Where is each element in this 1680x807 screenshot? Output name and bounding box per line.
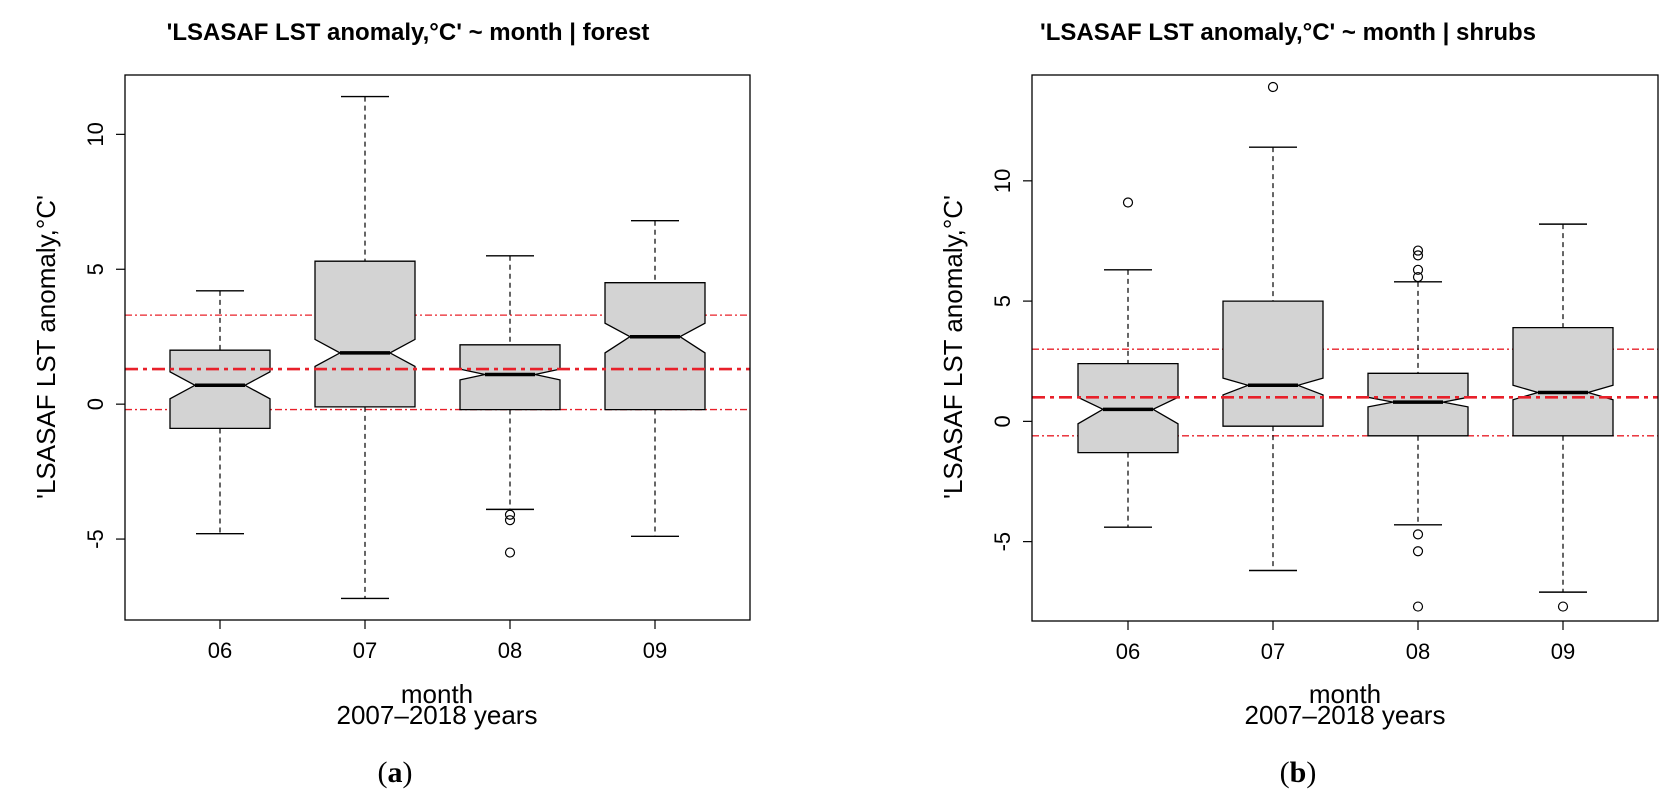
outlier-point	[1412, 546, 1424, 557]
y-tick-label: 0	[990, 415, 1015, 427]
plot-area: -5 0 5 10 06 07 08 09	[990, 81, 1658, 664]
box-07	[1222, 81, 1324, 572]
box-06	[169, 290, 271, 535]
outlier-point	[1412, 250, 1424, 261]
chart-panel-shrubs: 'LSASAF LST anomaly,°C' ~ month | shrubs…	[840, 0, 1680, 802]
outlier-point	[504, 509, 516, 520]
outlier-point	[1412, 601, 1424, 612]
outlier-point	[1267, 81, 1279, 93]
outlier-point	[1412, 264, 1424, 275]
outlier-point	[1412, 245, 1424, 256]
x-tick-label: 09	[1551, 639, 1575, 664]
box-07	[314, 95, 416, 600]
outlier-point	[1122, 197, 1134, 208]
chart-title: 'LSASAF LST anomaly,°C' ~ month | forest	[167, 19, 650, 46]
y-tick-label: 5	[83, 263, 108, 275]
box-body	[169, 349, 271, 430]
y-tick-label: 0	[83, 398, 108, 410]
box-09	[604, 219, 706, 538]
box-body	[459, 344, 561, 411]
box-body	[1367, 372, 1469, 437]
x-tick-label: 06	[208, 638, 232, 663]
box-body	[1222, 300, 1324, 427]
plot-area: -5 0 5 10 06 07 08 09	[83, 95, 750, 663]
box-08	[459, 255, 561, 558]
box-08	[1367, 245, 1469, 612]
chart-svg-forest: 'LSASAF LST anomaly,°C' ~ month | forest…	[31, 19, 751, 789]
outlier-point	[1412, 271, 1424, 283]
x-tick-label: 09	[643, 638, 667, 663]
x-tick-label: 07	[353, 638, 377, 663]
chart-panel-forest: 'LSASAF LST anomaly,°C' ~ month | forest…	[0, 0, 840, 802]
x-tick-label: 08	[1406, 639, 1430, 664]
x-tick-label: 07	[1261, 639, 1285, 664]
box-body	[1512, 326, 1614, 437]
outlier-point	[1557, 601, 1569, 612]
panel-caption: (a)	[378, 756, 413, 789]
y-tick-label: 10	[990, 169, 1015, 193]
plot-frame	[124, 74, 751, 621]
outlier-point	[1412, 529, 1424, 540]
panel-caption: (b)	[1280, 756, 1317, 789]
y-tick-label: -5	[990, 532, 1015, 552]
y-axis-label: 'LSASAF LST anomaly,°C'	[938, 195, 968, 499]
outlier-point	[504, 515, 516, 526]
y-tick-label: 10	[83, 122, 108, 146]
x-tick-label: 08	[498, 638, 522, 663]
outlier-point	[504, 547, 516, 558]
y-axis-label: 'LSASAF LST anomaly,°C'	[31, 195, 61, 499]
x-axis-label: month	[401, 679, 473, 709]
x-axis-sublabel: 2007–2018 years	[337, 700, 538, 730]
y-tick-label: -5	[83, 529, 108, 549]
box-body	[604, 282, 706, 411]
panel-letter: b	[1290, 756, 1307, 789]
y-tick-label: 5	[990, 295, 1015, 307]
panel-letter: a	[388, 756, 403, 789]
x-tick-label: 06	[1116, 639, 1140, 664]
x-axis-label: month	[1309, 679, 1381, 709]
plot-frame	[1031, 74, 1659, 622]
box-09	[1512, 223, 1614, 612]
box-06	[1077, 197, 1179, 528]
x-axis-sublabel: 2007–2018 years	[1245, 700, 1446, 730]
box-body	[314, 260, 416, 408]
chart-title: 'LSASAF LST anomaly,°C' ~ month | shrubs	[1040, 19, 1536, 46]
chart-svg-shrubs: 'LSASAF LST anomaly,°C' ~ month | shrubs…	[938, 19, 1659, 789]
